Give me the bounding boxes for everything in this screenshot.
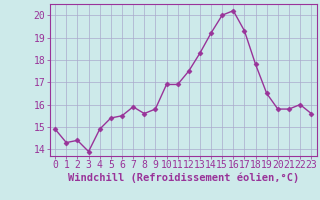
X-axis label: Windchill (Refroidissement éolien,°C): Windchill (Refroidissement éolien,°C) <box>68 173 299 183</box>
